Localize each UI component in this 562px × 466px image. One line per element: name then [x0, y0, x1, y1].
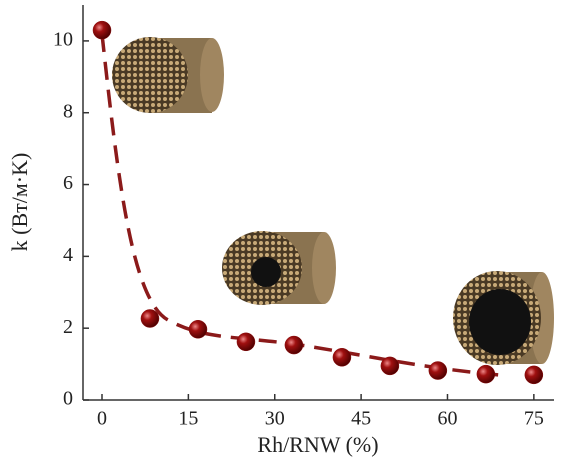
nanowire-hollow-large: [453, 271, 554, 365]
fit-curve: [100, 33, 501, 377]
data-point: [140, 309, 160, 328]
y-tick-label: 6: [63, 172, 73, 194]
data-point: [92, 20, 112, 40]
y-tick-label: 0: [63, 388, 73, 410]
data-point: [188, 320, 208, 339]
data-point: [476, 364, 496, 384]
x-tick-label: 60: [437, 408, 457, 430]
y-tick-label: 2: [63, 316, 73, 338]
y-tick-label: 10: [53, 29, 73, 51]
data-point: [380, 356, 400, 376]
y-tick-label: 4: [63, 244, 73, 266]
y-tick-label: 8: [63, 100, 73, 122]
nanowire-solid: [112, 37, 224, 113]
x-tick-label: 30: [265, 408, 285, 430]
x-tick-label: 15: [178, 408, 198, 430]
x-tick-label: 0: [97, 408, 107, 430]
x-axis-label: Rh/RNW (%): [257, 432, 378, 457]
data-point: [284, 335, 304, 355]
data-point: [428, 361, 448, 380]
data-point: [236, 332, 256, 352]
data-point: [332, 348, 352, 367]
y-axis-label: k (Вт/м·K): [7, 153, 32, 252]
nanowire-hollow-small: [222, 231, 336, 305]
data-point: [524, 365, 544, 385]
x-tick-label: 45: [351, 408, 371, 430]
x-tick-label: 75: [524, 408, 544, 430]
